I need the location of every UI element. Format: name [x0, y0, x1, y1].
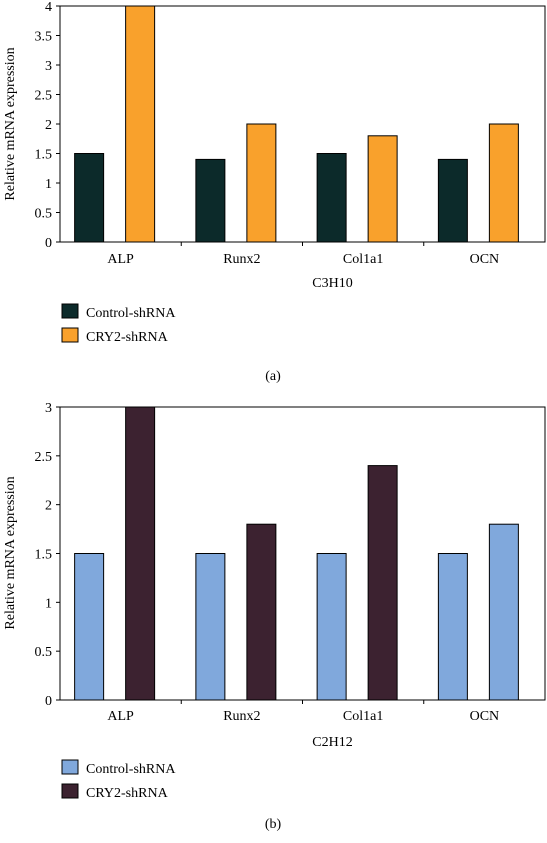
y-tick-label: 0: [45, 694, 52, 709]
legend-swatch: [61, 327, 79, 343]
y-tick-label: 1.5: [35, 548, 53, 563]
panel-label: (a): [265, 369, 281, 384]
legend-label: CRY2-shRNA: [86, 786, 169, 801]
y-tick-label: 2.5: [35, 450, 53, 465]
bar-control-shrna-runx2: [195, 158, 226, 243]
y-axis-label: Relative mRNA expression: [3, 47, 18, 200]
legend-swatch: [61, 759, 79, 775]
y-tick-label: 4: [45, 0, 52, 15]
x-category-label: Col1a1: [343, 709, 383, 724]
x-axis-label: C2H12: [312, 735, 352, 750]
y-tick-label: 3: [45, 401, 52, 416]
x-category-label: Runx2: [223, 709, 260, 724]
legend: Control-shRNA CRY2-shRNA: [61, 303, 176, 345]
x-category-label: ALP: [107, 709, 134, 724]
bar-control-shrna-ocn: [437, 553, 468, 701]
x-category-label: Col1a1: [343, 252, 383, 267]
bar-control-shrna-runx2: [195, 553, 226, 701]
y-tick-label: 2: [45, 118, 52, 133]
bar-cry2-shrna-alp: [125, 5, 156, 243]
y-tick-label: 2.5: [35, 89, 53, 104]
legend-label: Control-shRNA: [86, 762, 176, 777]
legend-swatch: [61, 303, 79, 319]
bar-control-shrna-ocn: [437, 158, 468, 243]
y-tick-label: 3.5: [35, 30, 53, 45]
bar-cry2-shrna-ocn: [488, 523, 519, 701]
y-tick-label: 1: [45, 596, 52, 611]
bar-control-shrna-alp: [74, 553, 105, 701]
y-tick-label: 2: [45, 499, 52, 514]
x-category-label: ALP: [107, 252, 134, 267]
y-tick-label: 0.5: [35, 207, 53, 222]
y-tick-label: 3: [45, 59, 52, 74]
bar-cry2-shrna-alp: [125, 406, 156, 701]
bar-cry2-shrna-runx2: [246, 523, 277, 701]
y-axis-label: Relative mRNA expression: [3, 476, 18, 629]
y-tick-label: 0.5: [35, 645, 53, 660]
legend-swatch: [61, 783, 79, 799]
bar-cry2-shrna-col1a1: [367, 135, 398, 243]
x-axis-label: C3H10: [312, 276, 352, 291]
chart-panel-a: 0 0.5 1 1.5 2 2.5 3 3.5 4 Relative mRNA expressio…: [3, 0, 546, 384]
chart-panel-b: 0 0.5 1 1.5 2 2.5 3 Relative mRNA expression ALP…: [3, 401, 546, 832]
bar-control-shrna-col1a1: [316, 553, 347, 701]
panel-label: (b): [265, 817, 282, 832]
y-tick-label: 0: [45, 236, 52, 251]
legend-label: CRY2-shRNA: [86, 330, 169, 345]
bar-control-shrna-col1a1: [316, 153, 347, 243]
x-category-label: Runx2: [223, 252, 260, 267]
x-category-label: OCN: [470, 709, 500, 724]
y-tick-label: 1: [45, 177, 52, 192]
legend-label: Control-shRNA: [86, 306, 176, 321]
bar-cry2-shrna-ocn: [488, 123, 519, 243]
bar-control-shrna-alp: [74, 153, 105, 243]
y-tick-label: 1.5: [35, 148, 53, 163]
legend: Control-shRNA CRY2-shRNA: [61, 759, 176, 801]
bar-cry2-shrna-col1a1: [367, 465, 398, 701]
bar-cry2-shrna-runx2: [246, 123, 277, 243]
x-category-label: OCN: [470, 252, 500, 267]
